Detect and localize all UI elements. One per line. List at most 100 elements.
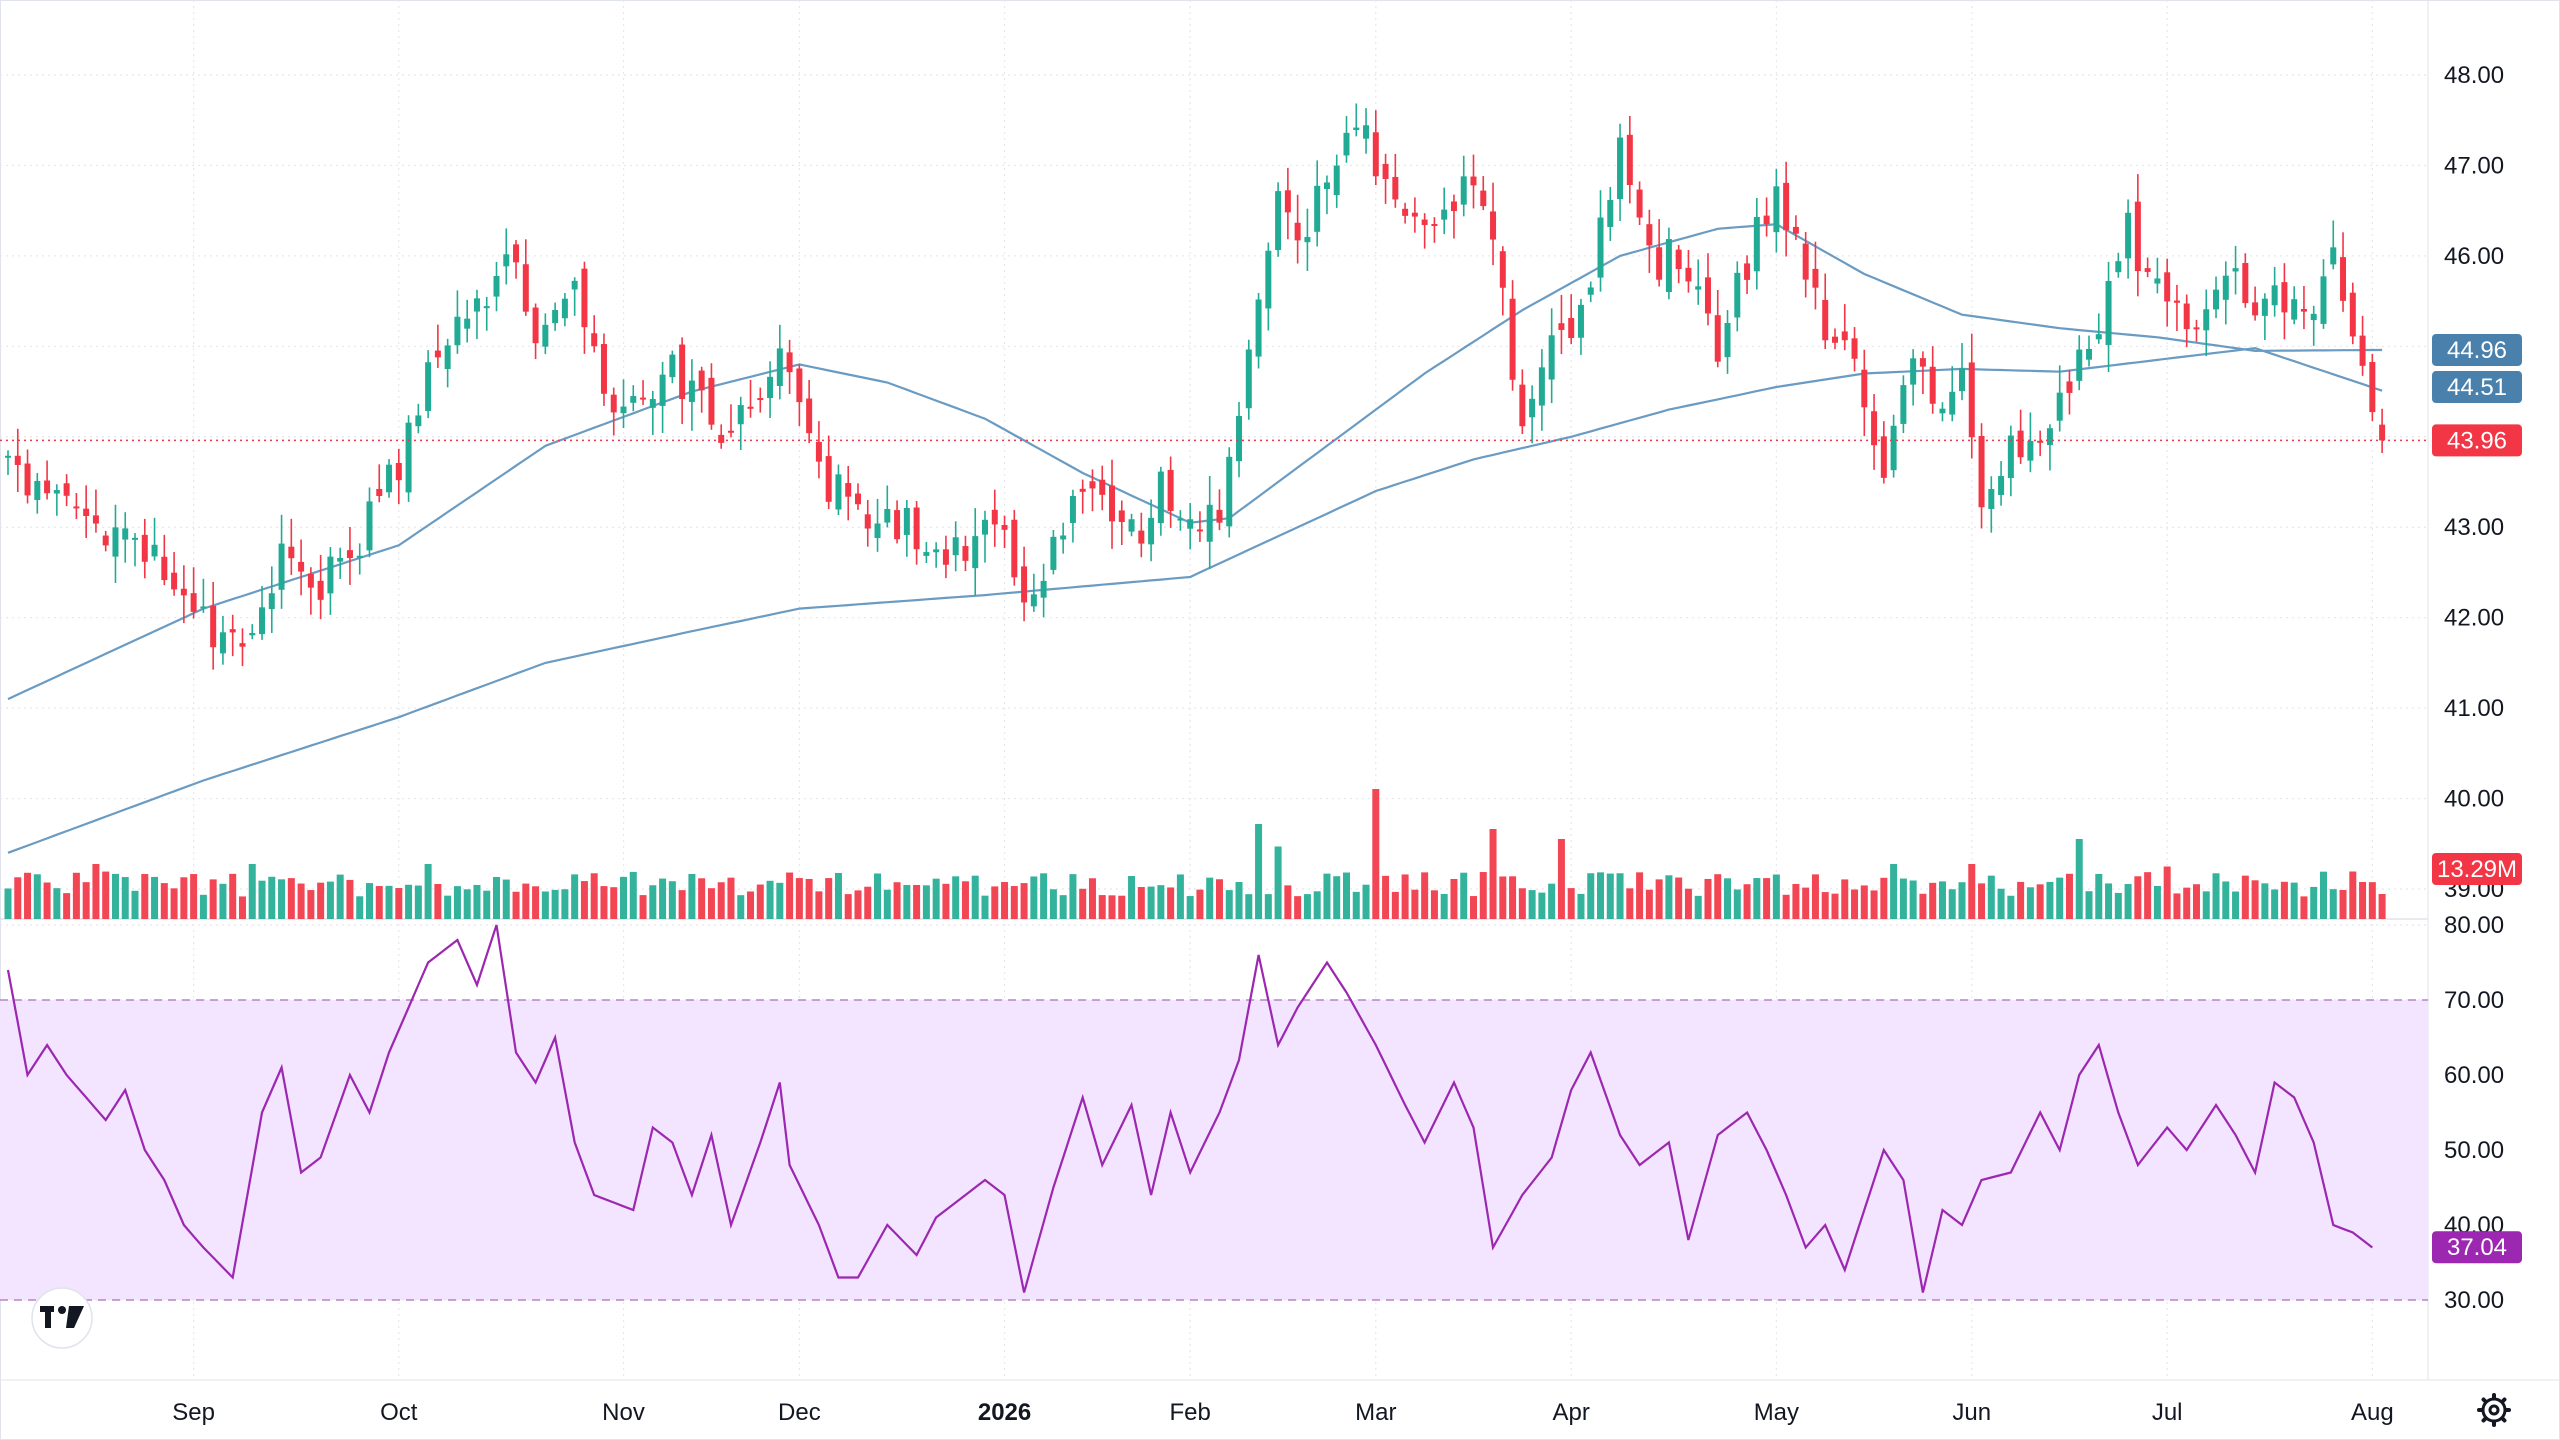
candle-body: [2046, 428, 2053, 446]
volume-bar: [336, 874, 344, 919]
volume-bar: [2339, 889, 2347, 919]
volume-bar: [2046, 881, 2054, 919]
volume-bar: [2319, 871, 2327, 919]
x-tick-label[interactable]: 2026: [978, 1399, 1031, 1426]
candle-body: [2007, 435, 2014, 479]
volume-bar: [1811, 874, 1819, 919]
volume-bar: [815, 891, 823, 919]
volume-bar: [512, 891, 520, 919]
volume-bar: [2153, 885, 2161, 919]
candle-body: [2232, 268, 2239, 272]
candle-body: [1265, 250, 1272, 309]
volume-bar: [620, 876, 628, 919]
volume-bar: [2300, 896, 2308, 919]
candle-body: [171, 572, 178, 590]
volume-bar: [1147, 886, 1155, 919]
x-tick-label[interactable]: Jul: [2152, 1399, 2183, 1426]
tradingview-logo-icon[interactable]: [31, 1287, 93, 1349]
candle-body: [1255, 299, 1262, 357]
x-tick-label[interactable]: Sep: [172, 1399, 215, 1426]
candle-body: [1011, 519, 1018, 578]
volume-bar: [776, 882, 784, 919]
volume-bar: [4, 888, 12, 919]
volume-bar: [874, 873, 882, 919]
x-tick-label[interactable]: Aug: [2351, 1399, 2394, 1426]
volume-bar: [1665, 875, 1673, 919]
volume-bar: [532, 886, 540, 919]
candle-body: [1509, 298, 1516, 380]
candle-body: [1959, 368, 1965, 392]
volume-bar: [1059, 895, 1067, 919]
volume-bar: [24, 872, 32, 919]
x-tick-label[interactable]: May: [1754, 1399, 1799, 1426]
ma-value-tag-1: 44.96: [2447, 337, 2507, 364]
volume-bar: [72, 872, 80, 919]
x-tick-label[interactable]: Jun: [1952, 1399, 1991, 1426]
y-tick-rsi: 70.00: [2444, 987, 2504, 1014]
volume-bar: [1890, 864, 1898, 919]
x-tick-label[interactable]: Dec: [778, 1399, 821, 1426]
volume-bar: [238, 896, 246, 919]
volume-bar: [1851, 889, 1859, 919]
x-tick-label[interactable]: Feb: [1169, 1399, 1210, 1426]
volume-bar: [405, 884, 413, 919]
settings-gear-icon[interactable]: [2477, 1393, 2511, 1427]
volume-bar: [1235, 882, 1243, 919]
volume-bar: [991, 886, 999, 919]
candle-body: [34, 480, 41, 500]
candle-body: [464, 318, 471, 329]
volume-bar: [600, 886, 608, 919]
ma-value-tag-2: 44.51: [2447, 374, 2507, 401]
candle-body: [132, 537, 139, 540]
candle-body: [1519, 384, 1526, 427]
volume-bar: [258, 880, 266, 919]
volume-bar: [199, 894, 207, 919]
volume-bar: [1137, 887, 1145, 919]
candle-body: [2144, 268, 2151, 272]
x-tick-label[interactable]: Oct: [380, 1399, 418, 1426]
candle-body: [2183, 303, 2190, 330]
candle-body: [2349, 292, 2356, 337]
volume-bar: [737, 895, 745, 919]
candle-body: [161, 556, 168, 581]
candle-body: [913, 507, 920, 550]
volume-bar: [53, 888, 61, 919]
candle-body: [14, 455, 21, 465]
volume-bar: [1987, 875, 1995, 919]
candle-body: [1069, 496, 1076, 523]
candle-body: [2379, 424, 2386, 441]
volume-bar: [1743, 884, 1751, 919]
volume-bar: [1294, 896, 1302, 919]
candle-body: [1685, 267, 1692, 282]
x-tick-label[interactable]: Mar: [1355, 1399, 1396, 1426]
candle-body: [1607, 199, 1614, 227]
candle-body: [2291, 299, 2298, 320]
candle-body: [2359, 335, 2366, 366]
candle-body: [2281, 282, 2288, 313]
volume-value-tag-bg: [2432, 853, 2522, 885]
volume-bar: [1567, 888, 1575, 919]
candle-body: [1480, 190, 1487, 207]
candle-body: [249, 633, 256, 636]
volume-bar: [1870, 890, 1878, 919]
volume-bar: [1528, 890, 1536, 919]
volume-bar: [346, 879, 354, 919]
candle-body: [747, 406, 754, 409]
candle-body: [1499, 251, 1506, 288]
candle-body: [444, 345, 451, 370]
volume-bar: [844, 894, 852, 919]
candle-body: [1998, 476, 2005, 495]
x-axis[interactable]: Sep Oct Nov Dec 2026 Feb Mar Apr May Jun Jul Aug: [172, 1399, 2393, 1426]
candle-body: [2320, 276, 2327, 324]
candle-body: [1744, 263, 1751, 280]
volume-bar: [1274, 846, 1282, 919]
candle-body: [1226, 456, 1233, 527]
candle-body: [2193, 327, 2200, 330]
x-tick-label[interactable]: Nov: [602, 1399, 645, 1426]
candle-body: [542, 324, 549, 347]
x-tick-label[interactable]: Apr: [1553, 1399, 1590, 1426]
candle-body: [942, 549, 949, 565]
candle-body: [317, 580, 324, 600]
volume-bar: [463, 889, 471, 919]
